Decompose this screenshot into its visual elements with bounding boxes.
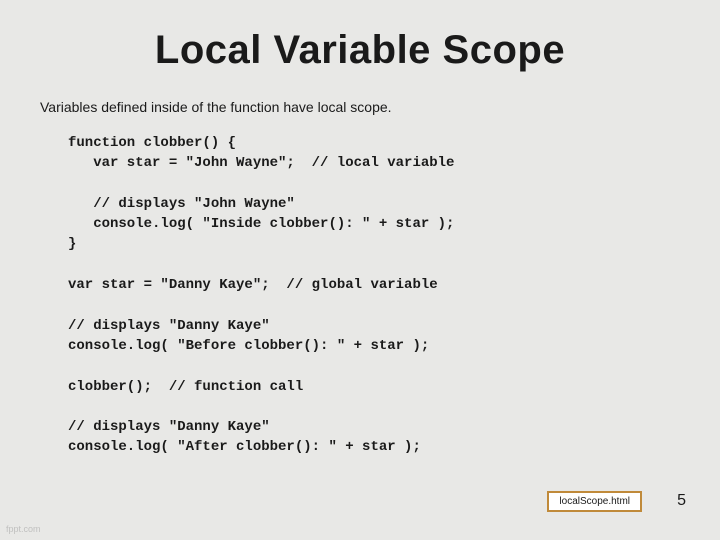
slide: Local Variable Scope Variables defined i…: [0, 0, 720, 540]
page-number: 5: [677, 492, 686, 510]
slide-title: Local Variable Scope: [40, 28, 680, 73]
slide-subtitle: Variables defined inside of the function…: [40, 99, 680, 115]
footer-logo: fppt.com: [6, 524, 41, 534]
filename-badge: localScope.html: [547, 491, 642, 512]
code-block: function clobber() { var star = "John Wa…: [68, 133, 680, 458]
